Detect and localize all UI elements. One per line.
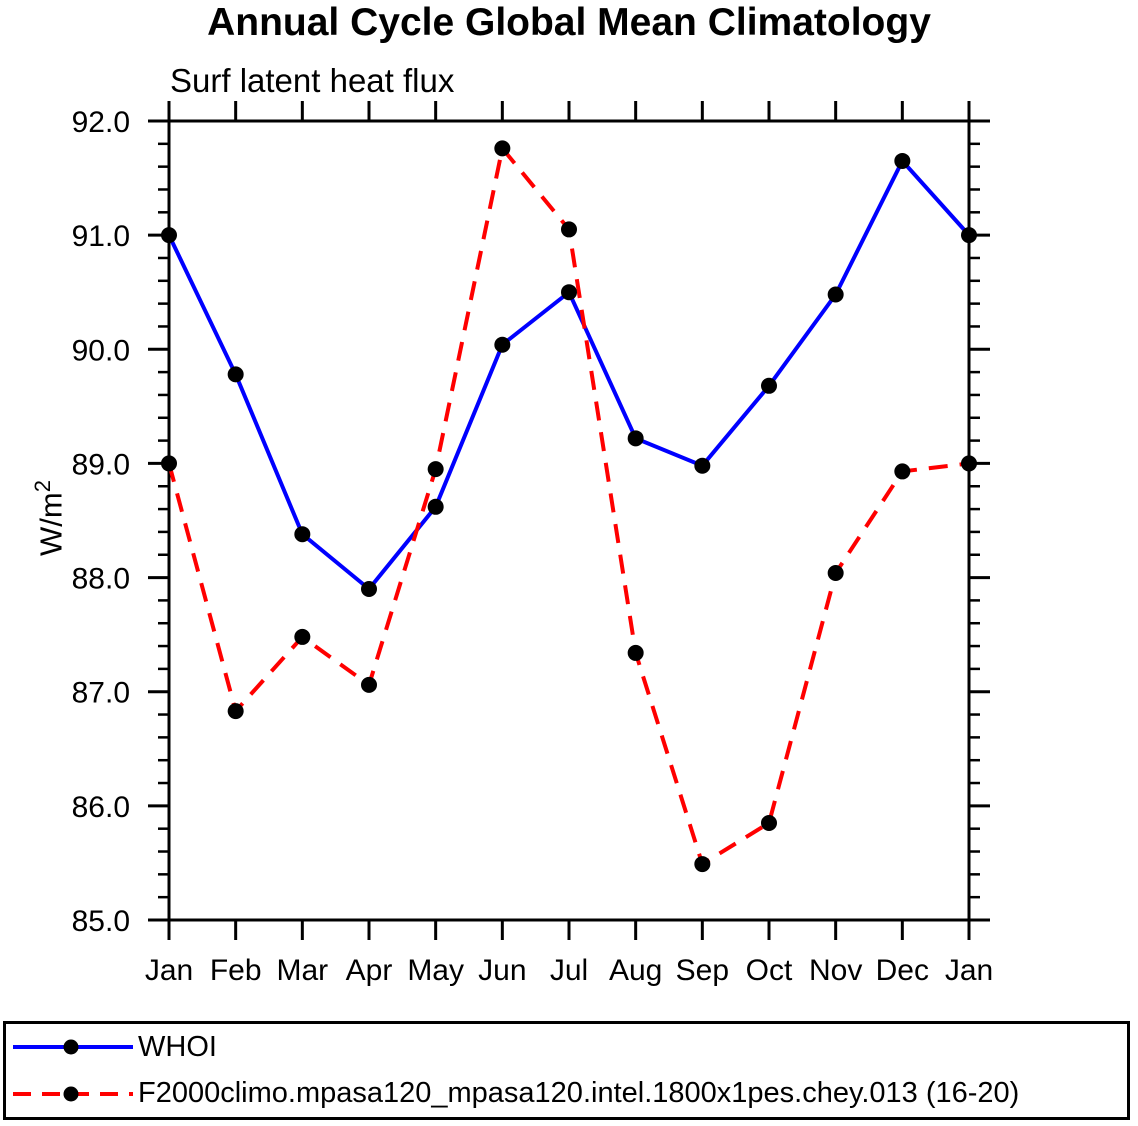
y-axis-tick-labels: 85.0 86.0 87.0 88.0 89.0 90.0 91.0 92.0 — [72, 106, 130, 938]
data-point-marker — [161, 455, 177, 472]
x-tick-label: Apr — [346, 954, 393, 987]
data-point-marker — [827, 565, 844, 582]
f2000climo-line-marker-icon — [13, 1086, 133, 1102]
x-tick-label: Oct — [746, 954, 793, 987]
y-tick-label: 90.0 — [72, 334, 130, 367]
data-point-marker — [627, 644, 644, 661]
y-tick-label: 85.0 — [72, 905, 130, 938]
x-axis-tick-labels: Jan Feb Mar Apr May Jun Jul Aug Sep Oct Nov Dec Jan — [145, 954, 993, 987]
x-tick-label: Jul — [550, 954, 588, 987]
x-tick-label: Jan — [145, 954, 193, 987]
y-tick-label: 91.0 — [72, 220, 130, 253]
data-point-marker — [694, 856, 711, 873]
y-tick-label: 86.0 — [72, 791, 130, 824]
data-point-marker — [361, 676, 377, 693]
legend-label-whoi: WHOI — [138, 1030, 217, 1063]
data-point-marker — [427, 461, 444, 478]
data-point-marker — [427, 498, 444, 515]
data-point-marker — [227, 366, 244, 383]
data-point-marker — [361, 580, 377, 597]
data-point-marker — [761, 814, 777, 831]
data-point-marker — [894, 152, 911, 169]
data-point-marker — [694, 457, 711, 474]
x-tick-label: May — [407, 954, 464, 987]
data-point-marker — [494, 336, 511, 353]
data-point-marker — [227, 703, 244, 720]
series-markers-1 — [161, 140, 977, 873]
legend-swatch-marker — [63, 1086, 79, 1102]
x-tick-label: Feb — [210, 954, 262, 987]
y-tick-label: 87.0 — [72, 677, 130, 710]
y-tick-label: 89.0 — [72, 448, 130, 481]
data-point-marker — [161, 227, 177, 244]
x-tick-label: Dec — [876, 954, 929, 987]
data-point-marker — [294, 628, 311, 645]
y-tick-label: 88.0 — [72, 563, 130, 596]
x-tick-label: Aug — [609, 954, 662, 987]
series-markers-0 — [161, 152, 977, 597]
data-point-marker — [761, 377, 777, 394]
y-tick-label: 92.0 — [72, 106, 130, 139]
plot-frame — [167, 119, 971, 922]
whoi-line-marker-icon — [13, 1039, 133, 1055]
data-point-marker — [494, 140, 511, 157]
chart-subtitle: Surf latent heat flux — [170, 62, 455, 99]
legend-swatch-marker — [63, 1039, 79, 1055]
data-point-marker — [894, 463, 911, 480]
legend-item-f2000climo: F2000climo.mpasa120_mpasa120.intel.1800x… — [13, 1071, 1127, 1118]
x-tick-label: Nov — [809, 954, 862, 987]
data-point-marker — [827, 286, 844, 303]
data-point-marker — [961, 455, 977, 472]
x-tick-label: Jan — [945, 954, 993, 987]
legend-label-f2000climo: F2000climo.mpasa120_mpasa120.intel.1800x… — [138, 1077, 1020, 1110]
data-point-marker — [961, 227, 977, 244]
legend-item-whoi: WHOI — [13, 1024, 1127, 1071]
x-tick-label: Jun — [478, 954, 526, 987]
x-tick-label: Mar — [276, 954, 328, 987]
data-point-marker — [561, 284, 577, 301]
x-axis-ticks — [167, 101, 971, 940]
data-point-marker — [294, 526, 311, 543]
data-point-marker — [561, 221, 577, 238]
chart-title: Annual Cycle Global Mean Climatology — [207, 1, 931, 44]
legend-box: WHOI F2000climo.mpasa120_mpasa120.intel.… — [3, 1021, 1130, 1120]
data-point-marker — [627, 430, 644, 447]
x-tick-label: Sep — [676, 954, 729, 987]
